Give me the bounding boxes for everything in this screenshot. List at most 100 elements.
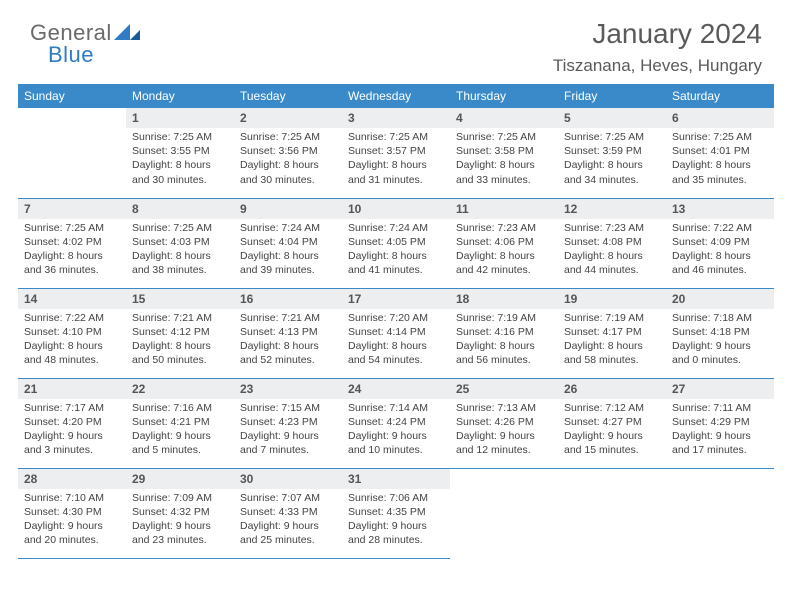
day-line: Daylight: 8 hours bbox=[456, 158, 552, 172]
calendar-cell: 22Sunrise: 7:16 AMSunset: 4:21 PMDayligh… bbox=[126, 378, 234, 468]
day-line: Sunset: 4:06 PM bbox=[456, 235, 552, 249]
day-line: Sunrise: 7:13 AM bbox=[456, 401, 552, 415]
calendar-cell: 12Sunrise: 7:23 AMSunset: 4:08 PMDayligh… bbox=[558, 198, 666, 288]
day-details: Sunrise: 7:11 AMSunset: 4:29 PMDaylight:… bbox=[666, 399, 774, 462]
calendar-cell: 15Sunrise: 7:21 AMSunset: 4:12 PMDayligh… bbox=[126, 288, 234, 378]
day-details: Sunrise: 7:25 AMSunset: 4:02 PMDaylight:… bbox=[18, 219, 126, 282]
calendar-cell: 7Sunrise: 7:25 AMSunset: 4:02 PMDaylight… bbox=[18, 198, 126, 288]
day-line: Sunset: 4:10 PM bbox=[24, 325, 120, 339]
day-details: Sunrise: 7:12 AMSunset: 4:27 PMDaylight:… bbox=[558, 399, 666, 462]
day-details: Sunrise: 7:22 AMSunset: 4:10 PMDaylight:… bbox=[18, 309, 126, 372]
day-line: Daylight: 8 hours bbox=[132, 158, 228, 172]
calendar-cell: 8Sunrise: 7:25 AMSunset: 4:03 PMDaylight… bbox=[126, 198, 234, 288]
day-details bbox=[666, 489, 774, 495]
day-details: Sunrise: 7:19 AMSunset: 4:16 PMDaylight:… bbox=[450, 309, 558, 372]
calendar-cell: 29Sunrise: 7:09 AMSunset: 4:32 PMDayligh… bbox=[126, 468, 234, 558]
day-number bbox=[666, 469, 774, 489]
day-line: Sunset: 4:08 PM bbox=[564, 235, 660, 249]
day-details: Sunrise: 7:23 AMSunset: 4:08 PMDaylight:… bbox=[558, 219, 666, 282]
day-line: Daylight: 9 hours bbox=[24, 519, 120, 533]
calendar-cell: 20Sunrise: 7:18 AMSunset: 4:18 PMDayligh… bbox=[666, 288, 774, 378]
day-number bbox=[450, 469, 558, 489]
calendar-cell: 27Sunrise: 7:11 AMSunset: 4:29 PMDayligh… bbox=[666, 378, 774, 468]
calendar-cell: 5Sunrise: 7:25 AMSunset: 3:59 PMDaylight… bbox=[558, 108, 666, 198]
day-number: 7 bbox=[18, 199, 126, 219]
day-line: Sunrise: 7:12 AM bbox=[564, 401, 660, 415]
day-line: and 54 minutes. bbox=[348, 353, 444, 367]
day-line: Sunrise: 7:14 AM bbox=[348, 401, 444, 415]
page-header: General Blue January 2024 Tiszanana, Hev… bbox=[0, 0, 792, 84]
day-line: and 38 minutes. bbox=[132, 263, 228, 277]
calendar-cell bbox=[666, 468, 774, 558]
calendar-cell: 30Sunrise: 7:07 AMSunset: 4:33 PMDayligh… bbox=[234, 468, 342, 558]
calendar-cell bbox=[450, 468, 558, 558]
day-line: and 39 minutes. bbox=[240, 263, 336, 277]
day-number: 29 bbox=[126, 469, 234, 489]
day-line: Sunset: 4:17 PM bbox=[564, 325, 660, 339]
day-line: and 35 minutes. bbox=[672, 173, 768, 187]
calendar-cell: 18Sunrise: 7:19 AMSunset: 4:16 PMDayligh… bbox=[450, 288, 558, 378]
day-line: Sunset: 3:58 PM bbox=[456, 144, 552, 158]
day-line: Sunset: 3:57 PM bbox=[348, 144, 444, 158]
day-line: Daylight: 9 hours bbox=[240, 429, 336, 443]
day-line: Daylight: 8 hours bbox=[456, 249, 552, 263]
calendar-row: 14Sunrise: 7:22 AMSunset: 4:10 PMDayligh… bbox=[18, 288, 774, 378]
day-details: Sunrise: 7:22 AMSunset: 4:09 PMDaylight:… bbox=[666, 219, 774, 282]
day-line: Daylight: 9 hours bbox=[348, 519, 444, 533]
day-line: and 31 minutes. bbox=[348, 173, 444, 187]
day-number: 9 bbox=[234, 199, 342, 219]
day-line: and 41 minutes. bbox=[348, 263, 444, 277]
calendar-cell: 11Sunrise: 7:23 AMSunset: 4:06 PMDayligh… bbox=[450, 198, 558, 288]
day-line: Sunrise: 7:25 AM bbox=[240, 130, 336, 144]
calendar-table: SundayMondayTuesdayWednesdayThursdayFrid… bbox=[18, 84, 774, 559]
day-line: Sunrise: 7:15 AM bbox=[240, 401, 336, 415]
day-details: Sunrise: 7:25 AMSunset: 4:01 PMDaylight:… bbox=[666, 128, 774, 191]
day-line: and 28 minutes. bbox=[348, 533, 444, 547]
day-details: Sunrise: 7:07 AMSunset: 4:33 PMDaylight:… bbox=[234, 489, 342, 552]
day-line: Sunset: 4:20 PM bbox=[24, 415, 120, 429]
calendar-body: 1Sunrise: 7:25 AMSunset: 3:55 PMDaylight… bbox=[18, 108, 774, 558]
calendar-cell: 1Sunrise: 7:25 AMSunset: 3:55 PMDaylight… bbox=[126, 108, 234, 198]
day-line: Sunrise: 7:10 AM bbox=[24, 491, 120, 505]
calendar-row: 7Sunrise: 7:25 AMSunset: 4:02 PMDaylight… bbox=[18, 198, 774, 288]
calendar-cell: 2Sunrise: 7:25 AMSunset: 3:56 PMDaylight… bbox=[234, 108, 342, 198]
day-number: 4 bbox=[450, 108, 558, 128]
day-line: and 48 minutes. bbox=[24, 353, 120, 367]
day-header: Tuesday bbox=[234, 84, 342, 108]
day-number: 26 bbox=[558, 379, 666, 399]
day-details: Sunrise: 7:21 AMSunset: 4:12 PMDaylight:… bbox=[126, 309, 234, 372]
day-number: 12 bbox=[558, 199, 666, 219]
day-number: 5 bbox=[558, 108, 666, 128]
day-line: Daylight: 9 hours bbox=[24, 429, 120, 443]
day-line: Sunrise: 7:18 AM bbox=[672, 311, 768, 325]
day-line: Sunset: 4:35 PM bbox=[348, 505, 444, 519]
day-line: Sunset: 4:02 PM bbox=[24, 235, 120, 249]
day-line: Sunset: 4:01 PM bbox=[672, 144, 768, 158]
day-details: Sunrise: 7:10 AMSunset: 4:30 PMDaylight:… bbox=[18, 489, 126, 552]
day-number: 11 bbox=[450, 199, 558, 219]
day-details: Sunrise: 7:24 AMSunset: 4:04 PMDaylight:… bbox=[234, 219, 342, 282]
day-line: Daylight: 9 hours bbox=[348, 429, 444, 443]
day-number: 24 bbox=[342, 379, 450, 399]
day-line: Daylight: 9 hours bbox=[672, 429, 768, 443]
day-header: Sunday bbox=[18, 84, 126, 108]
day-line: Sunrise: 7:19 AM bbox=[456, 311, 552, 325]
day-number: 17 bbox=[342, 289, 450, 309]
day-line: and 34 minutes. bbox=[564, 173, 660, 187]
calendar-cell: 25Sunrise: 7:13 AMSunset: 4:26 PMDayligh… bbox=[450, 378, 558, 468]
day-line: Sunrise: 7:11 AM bbox=[672, 401, 768, 415]
day-line: Daylight: 9 hours bbox=[672, 339, 768, 353]
day-line: Sunrise: 7:07 AM bbox=[240, 491, 336, 505]
day-line: Sunrise: 7:17 AM bbox=[24, 401, 120, 415]
day-line: Sunset: 3:55 PM bbox=[132, 144, 228, 158]
day-line: Sunset: 4:03 PM bbox=[132, 235, 228, 249]
day-line: Daylight: 8 hours bbox=[564, 158, 660, 172]
calendar-cell: 24Sunrise: 7:14 AMSunset: 4:24 PMDayligh… bbox=[342, 378, 450, 468]
day-details: Sunrise: 7:25 AMSunset: 3:58 PMDaylight:… bbox=[450, 128, 558, 191]
day-header: Wednesday bbox=[342, 84, 450, 108]
day-details: Sunrise: 7:23 AMSunset: 4:06 PMDaylight:… bbox=[450, 219, 558, 282]
day-number: 28 bbox=[18, 469, 126, 489]
day-details: Sunrise: 7:14 AMSunset: 4:24 PMDaylight:… bbox=[342, 399, 450, 462]
day-number: 3 bbox=[342, 108, 450, 128]
day-number: 27 bbox=[666, 379, 774, 399]
